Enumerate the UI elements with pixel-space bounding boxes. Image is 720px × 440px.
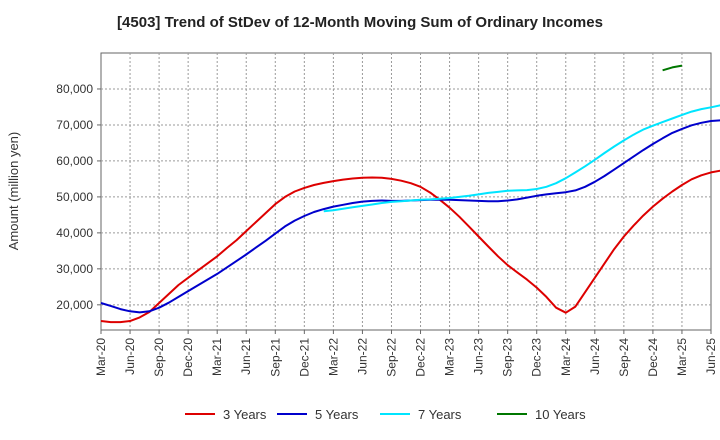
legend-label-10-years: 10 Years (535, 407, 586, 422)
series-line-5-years (100, 119, 720, 314)
y-tick-label: 20,000 (56, 298, 93, 312)
x-tick-label: Sep-22 (384, 338, 398, 377)
x-tick-label: Jun-20 (123, 338, 137, 375)
y-tick-label: 50,000 (56, 190, 93, 204)
series-line-3-years (100, 169, 720, 324)
series-line-7-years (323, 104, 720, 213)
grid-lines (101, 53, 711, 330)
y-axis-label: Amount (million yen) (6, 132, 21, 251)
x-tick-label: Dec-22 (414, 338, 428, 377)
plot-area (100, 52, 712, 331)
x-tick-label: Jun-25 (704, 338, 718, 375)
y-axis-ticks: 20,000 30,000 40,000 50,000 60,000 70,000 80,0… (56, 82, 101, 312)
chart-title: [4503] Trend of StDev of 12-Month Moving… (117, 14, 603, 31)
x-tick-label: Dec-21 (297, 338, 311, 377)
y-tick-label: 40,000 (56, 226, 93, 240)
y-tick-label: 30,000 (56, 262, 93, 276)
y-tick-label: 70,000 (56, 118, 93, 132)
x-tick-label: Sep-21 (268, 338, 282, 377)
x-tick-label: Mar-21 (210, 338, 224, 376)
x-tick-label: Mar-25 (675, 338, 689, 376)
legend-label-5-years: 5 Years (315, 407, 359, 422)
x-tick-label: Jun-23 (472, 338, 486, 375)
y-tick-label: 60,000 (56, 154, 93, 168)
legend-label-3-years: 3 Years (223, 407, 267, 422)
x-axis-ticks: Mar-20 Jun-20 Sep-20 Dec-20 Mar-21 Jun-21 Sep-… (94, 330, 718, 377)
x-tick-label: Sep-20 (152, 338, 166, 377)
legend-label-7-years: 7 Years (418, 407, 462, 422)
x-tick-label: Sep-23 (501, 338, 515, 377)
x-tick-label: Sep-24 (617, 338, 631, 377)
legend: 3 Years 5 Years 7 Years 10 Years (185, 407, 586, 422)
x-tick-label: Mar-22 (326, 338, 340, 376)
y-tick-label: 80,000 (56, 82, 93, 96)
x-tick-label: Mar-24 (559, 338, 573, 376)
x-tick-label: Mar-20 (94, 338, 108, 376)
x-tick-label: Dec-24 (646, 338, 660, 377)
x-tick-label: Jun-21 (239, 338, 253, 375)
x-tick-label: Jun-24 (588, 338, 602, 375)
x-tick-label: Mar-23 (443, 338, 457, 376)
x-tick-label: Dec-23 (530, 338, 544, 377)
x-tick-label: Dec-20 (181, 338, 195, 377)
series-lines (100, 64, 720, 324)
x-tick-label: Jun-22 (355, 338, 369, 375)
series-line-10-years (662, 64, 683, 72)
